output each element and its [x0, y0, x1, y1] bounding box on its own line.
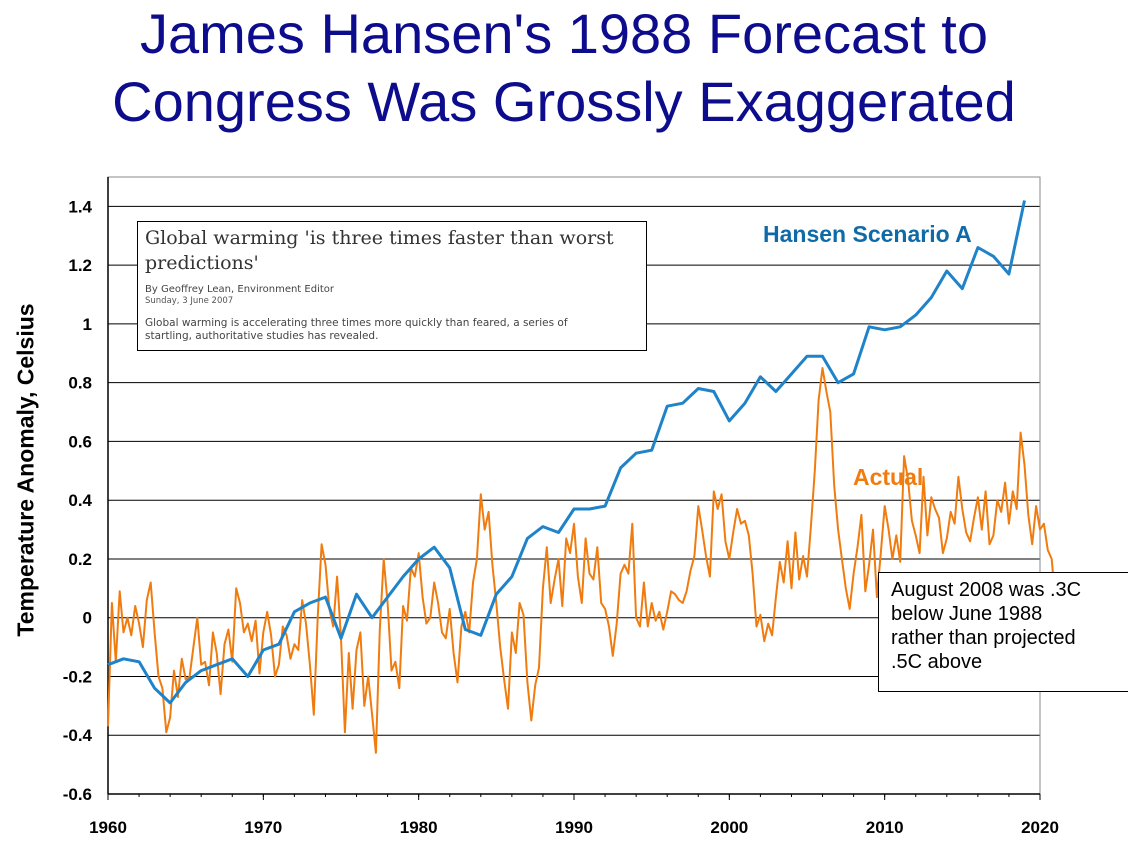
chart-title-line-2: Congress Was Grossly Exaggerated	[112, 70, 1016, 133]
note-line: .5C above	[891, 651, 983, 673]
y-tick-labels: 1.4 1.2 1 0.8 0.6 0.4 0.2 0 -0.2 -0.4 -0.6	[63, 197, 93, 804]
x-tick-label: 1990	[555, 818, 593, 837]
news-body: Global warming is accelerating three tim…	[145, 317, 568, 342]
y-tick-label: 0.4	[68, 491, 92, 510]
series-actual	[107, 367, 1073, 754]
y-tick-label: 0.8	[68, 374, 92, 393]
note-line: below June 1988	[891, 603, 1043, 625]
line-hansen-scenario-a	[107, 200, 1026, 705]
label-hansen-scenario-a: Hansen Scenario A	[763, 221, 972, 247]
x-tick-label: 1970	[244, 818, 282, 837]
x-tick-labels: 1960 1970 1980 1990 2000 2010 2020	[89, 794, 1059, 837]
y-tick-label: 0	[83, 609, 92, 628]
y-tick-label: -0.6	[63, 785, 92, 804]
y-tick-label: 0.2	[68, 550, 92, 569]
news-byline: By Geoffrey Lean, Environment Editor	[145, 284, 335, 295]
y-tick-label: 1.2	[68, 256, 92, 275]
x-tick-label: 2000	[710, 818, 748, 837]
y-tick-label: -0.2	[63, 667, 92, 686]
y-axis-label: Temperature Anomaly, Celsius	[12, 303, 39, 637]
note-box: August 2008 was .3C below June 1988 rath…	[878, 572, 1128, 692]
y-tick-label: 1	[83, 315, 92, 334]
y-tick-label: 0.6	[68, 432, 92, 451]
series-labels: Hansen Scenario A Actual	[763, 221, 972, 490]
news-headline: Global warming 'is three times faster th…	[145, 227, 614, 274]
y-tick-label: 1.4	[68, 197, 92, 216]
y-tick-label: -0.4	[63, 726, 93, 745]
label-actual: Actual	[853, 464, 923, 490]
chart-title-line-1: James Hansen's 1988 Forecast to	[139, 2, 988, 65]
news-date: Sunday, 3 June 2007	[145, 296, 234, 306]
news-clipping: Global warming 'is three times faster th…	[137, 221, 647, 351]
line-actual	[107, 367, 1073, 754]
x-tick-label: 1960	[89, 818, 127, 837]
x-tick-label: 2010	[866, 818, 904, 837]
x-tick-label: 1980	[400, 818, 438, 837]
note-line: August 2008 was .3C	[891, 579, 1082, 601]
series-hansen	[107, 200, 1026, 705]
note-line: rather than projected	[891, 627, 1076, 649]
x-tick-label: 2020	[1021, 818, 1059, 837]
